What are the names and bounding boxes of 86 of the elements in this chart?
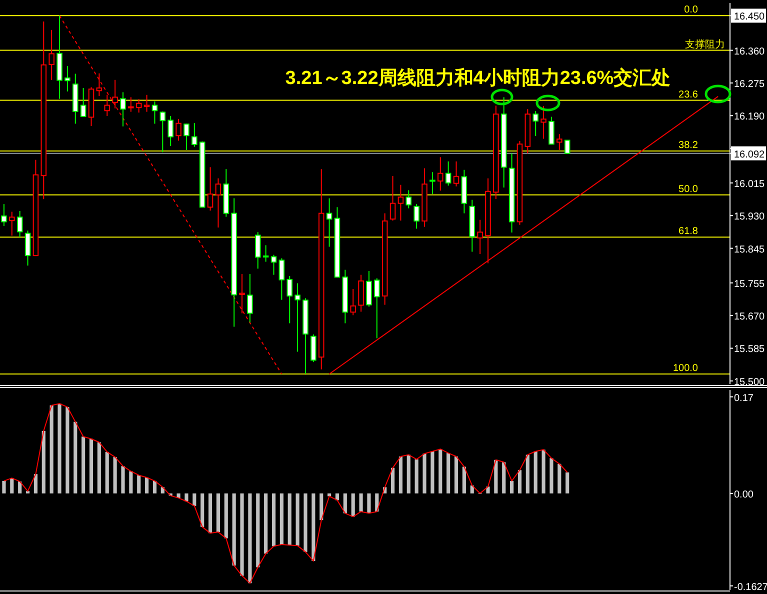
bar xyxy=(494,460,498,494)
annotation: 38.2 xyxy=(678,140,698,152)
y-tick-label: 16.360 xyxy=(734,46,766,58)
bar xyxy=(534,451,538,494)
y-tick-label: 16.275 xyxy=(734,78,766,90)
bar xyxy=(34,474,38,494)
bar xyxy=(406,454,410,494)
bar xyxy=(518,470,522,494)
bar xyxy=(550,458,554,494)
bar xyxy=(296,493,300,546)
bar xyxy=(145,478,149,494)
ref-line-label: 支撑阻力 xyxy=(685,38,725,50)
y-tick-label: 16.450 xyxy=(734,12,766,23)
y-tick-label: 16.092 xyxy=(734,149,766,160)
bar xyxy=(216,493,220,532)
bar xyxy=(351,493,355,517)
bar xyxy=(248,493,252,584)
y-tick-label: 15.755 xyxy=(734,278,766,290)
y-tick-label: 15.670 xyxy=(734,312,766,323)
y-tick-label: 15.500 xyxy=(734,376,766,388)
bar xyxy=(97,442,101,494)
bar xyxy=(566,472,570,494)
bar xyxy=(137,475,141,494)
bar xyxy=(10,478,14,494)
bar xyxy=(272,493,276,546)
bar xyxy=(264,493,268,554)
bar xyxy=(558,464,562,494)
bar xyxy=(398,456,402,494)
bar xyxy=(288,493,292,546)
y-tick-label: 16.015 xyxy=(734,178,766,190)
bar xyxy=(304,493,308,552)
bar xyxy=(82,436,86,494)
bar xyxy=(414,459,418,494)
annotation: 50.0 xyxy=(678,184,698,195)
bar xyxy=(74,422,78,494)
y-tick-label: 15.585 xyxy=(734,344,766,356)
bar xyxy=(240,493,244,576)
bar xyxy=(462,466,466,494)
bar xyxy=(502,462,506,494)
bar xyxy=(152,480,157,494)
y-tick-label: 15.845 xyxy=(734,244,766,256)
bar xyxy=(526,454,530,494)
bar xyxy=(129,471,133,494)
bar xyxy=(2,480,6,494)
bar xyxy=(359,493,363,512)
bar xyxy=(510,480,514,494)
bar xyxy=(430,451,434,494)
y-tick-label: 0.00 xyxy=(734,489,754,500)
bar xyxy=(121,466,125,494)
bar xyxy=(89,438,94,494)
y-tick-label: 0.17 xyxy=(734,392,754,404)
bar xyxy=(113,457,117,494)
annotation: 23.6 xyxy=(678,89,698,100)
annotation: 3.21～3.22周线阻力和4小时阻力23.6%交汇处 xyxy=(285,67,671,89)
bar xyxy=(18,481,22,494)
annotation: 61.8 xyxy=(678,226,698,238)
annotation: 100.0 xyxy=(672,363,698,374)
bar xyxy=(438,449,442,494)
bar xyxy=(224,493,228,538)
bar xyxy=(58,404,62,494)
bar xyxy=(42,430,46,494)
bar xyxy=(232,493,236,566)
bar xyxy=(343,493,347,514)
bar xyxy=(200,493,204,527)
bar xyxy=(208,493,212,534)
bar xyxy=(192,493,196,506)
bar xyxy=(280,493,284,545)
bar xyxy=(367,493,371,514)
bar xyxy=(390,468,395,494)
bar xyxy=(486,486,490,494)
bar xyxy=(542,450,546,494)
y-tick-label: 15.930 xyxy=(734,212,766,223)
bar xyxy=(256,493,260,568)
line-series xyxy=(3,403,568,584)
bar xyxy=(422,454,426,494)
bar xyxy=(66,407,70,494)
bar xyxy=(320,493,324,520)
bar xyxy=(105,452,109,494)
bar xyxy=(50,405,54,494)
y-tick-label: -0.1627 xyxy=(734,582,767,593)
y-tick-label: 16.190 xyxy=(734,112,766,123)
bar xyxy=(312,493,316,562)
bar xyxy=(454,456,458,494)
bar xyxy=(184,493,188,502)
bar xyxy=(446,453,450,494)
annotation: 0.0 xyxy=(684,4,698,16)
